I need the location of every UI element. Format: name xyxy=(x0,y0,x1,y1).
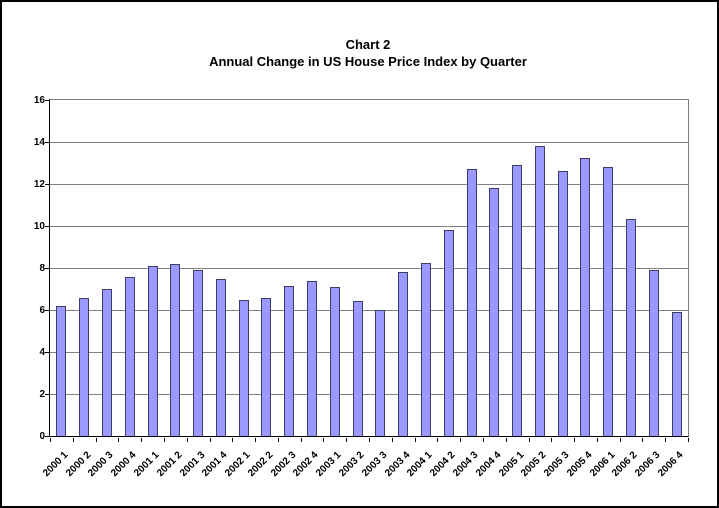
x-axis-tick xyxy=(369,438,370,442)
x-axis-tick xyxy=(323,438,325,442)
x-axis-tick xyxy=(619,438,621,442)
bar xyxy=(56,305,67,436)
y-axis-tick xyxy=(45,225,49,227)
x-axis-tick xyxy=(277,438,279,442)
x-axis-tick xyxy=(460,438,462,442)
x-axis-tick xyxy=(482,438,484,442)
chart-title: Chart 2 xyxy=(345,37,391,52)
x-axis-tick xyxy=(209,438,211,442)
x-axis-tick xyxy=(505,438,507,442)
bar xyxy=(534,146,545,436)
y-axis-label: 12 xyxy=(33,179,45,190)
bar xyxy=(671,312,682,436)
x-axis-tick xyxy=(414,438,416,442)
bar xyxy=(512,165,523,436)
gridline xyxy=(50,225,688,227)
bar xyxy=(284,285,295,436)
gridline xyxy=(50,183,688,185)
bar xyxy=(466,169,477,436)
bar xyxy=(648,270,659,436)
x-axis-tick xyxy=(255,438,257,442)
y-axis-label: 14 xyxy=(33,137,45,148)
bar xyxy=(420,262,431,436)
x-axis-tick xyxy=(642,438,644,442)
gridline xyxy=(50,351,688,353)
x-axis-tick xyxy=(95,438,97,442)
y-axis-tick xyxy=(45,393,49,395)
bar xyxy=(398,272,409,436)
x-axis-label: 2000 1 xyxy=(40,449,71,480)
chart-subtitle: Annual Change in US House Price Index by… xyxy=(209,54,527,69)
y-axis-label: 0 xyxy=(39,431,45,442)
x-axis-label: 2003 1 xyxy=(314,449,344,480)
x-axis-tick xyxy=(118,438,120,442)
y-axis-label: 4 xyxy=(39,347,45,358)
x-axis-tick xyxy=(596,438,598,442)
y-axis-label: 16 xyxy=(33,95,45,106)
bar xyxy=(489,188,500,436)
bar xyxy=(352,300,363,436)
bar xyxy=(443,230,454,436)
x-axis-tick xyxy=(50,438,51,442)
y-axis-label: 6 xyxy=(39,305,45,316)
gridline xyxy=(50,267,688,269)
bar xyxy=(79,298,90,436)
gridline xyxy=(50,393,688,395)
x-axis-tick xyxy=(528,438,530,442)
x-axis-tick xyxy=(346,438,348,442)
x-axis-tick xyxy=(574,438,576,442)
y-axis-label: 2 xyxy=(39,389,45,400)
bar xyxy=(307,280,318,436)
bar xyxy=(238,299,249,436)
bar xyxy=(170,263,181,436)
bar xyxy=(375,310,386,436)
x-axis-tick xyxy=(300,438,302,442)
chart-title-block: Chart 2 Annual Change in US House Price … xyxy=(49,36,687,70)
x-axis-tick xyxy=(665,438,667,442)
bar xyxy=(261,298,272,436)
bar xyxy=(626,218,637,436)
bar xyxy=(580,157,591,436)
bar xyxy=(603,167,614,436)
y-axis-tick xyxy=(45,99,49,101)
x-axis-tick xyxy=(437,438,439,442)
x-axis-tick xyxy=(72,438,74,442)
bar xyxy=(101,289,112,436)
x-axis-tick xyxy=(232,438,234,442)
y-axis-tick xyxy=(45,267,49,269)
y-axis-label: 8 xyxy=(39,263,45,274)
x-axis-tick xyxy=(391,438,393,442)
gridline xyxy=(50,141,688,143)
y-axis-tick xyxy=(45,309,49,311)
bar xyxy=(193,270,204,436)
bar xyxy=(557,171,568,436)
y-axis-tick xyxy=(45,183,49,185)
bar xyxy=(329,286,340,436)
x-axis-label: 2006 3 xyxy=(633,449,663,480)
plot-area: 0 2 4 6 8 10 12 14 16 2000 1 2000 2 2000 3 2000 4 200… xyxy=(34,96,689,479)
x-axis-tick xyxy=(186,438,188,442)
bar xyxy=(215,278,226,436)
x-axis-tick xyxy=(551,438,553,442)
x-axis-tick xyxy=(141,438,143,442)
y-axis-tick xyxy=(45,436,49,437)
x-axis-tick xyxy=(163,438,165,442)
gridline xyxy=(50,309,688,311)
y-axis-label: 10 xyxy=(33,221,45,232)
bar xyxy=(124,277,135,436)
bar xyxy=(147,265,158,436)
y-axis-tick xyxy=(45,141,49,143)
y-axis-tick xyxy=(45,351,49,353)
x-axis-tick xyxy=(688,438,689,442)
